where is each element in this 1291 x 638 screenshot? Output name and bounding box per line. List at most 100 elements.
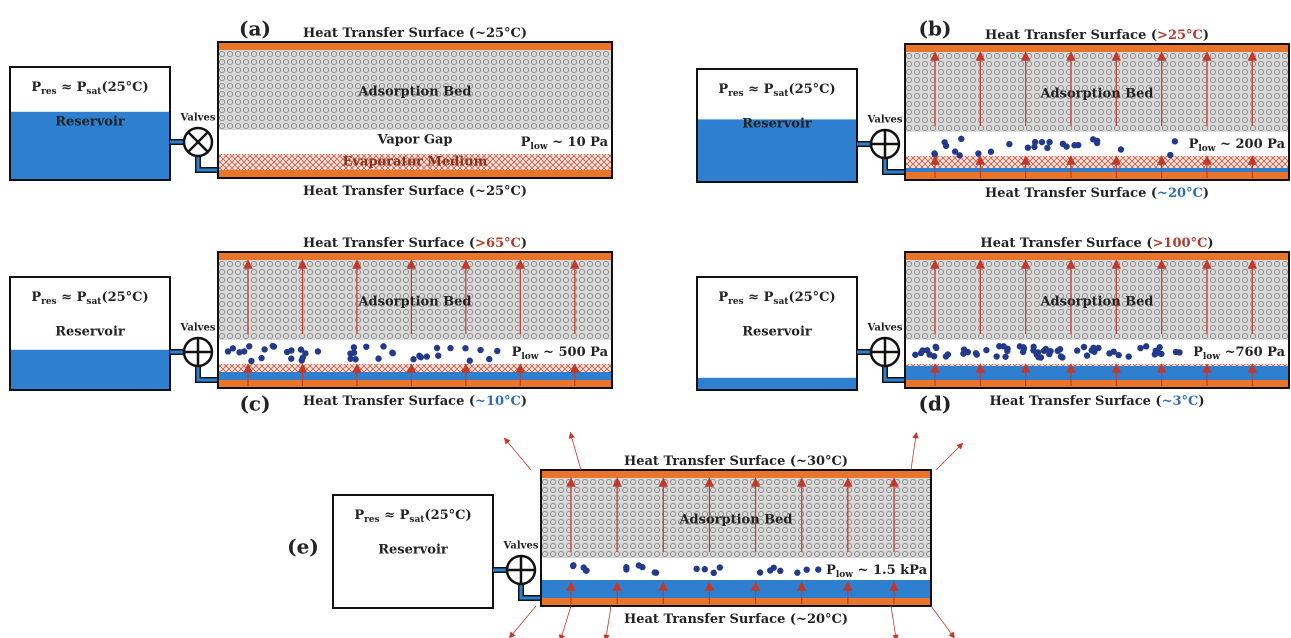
- reservoir-label: Reservoir: [742, 117, 812, 132]
- bottom-surface-label-part: ~20°C: [796, 612, 842, 627]
- reservoir-pressure-part: sat: [409, 515, 425, 525]
- bottom-surface: [218, 380, 612, 388]
- reservoir-pressure-part: res: [41, 297, 57, 307]
- heat-out-arrow: [931, 606, 953, 636]
- vapor-molecule: [623, 566, 629, 572]
- bed-label: Adsorption Bed: [1039, 295, 1153, 310]
- vapor-molecule: [1126, 353, 1132, 359]
- vapor-molecule: [447, 345, 453, 351]
- vapor-molecule: [1030, 344, 1036, 350]
- reservoir-pressure-part: (25°C): [101, 80, 148, 95]
- panel: Pres ≈ Psat(25°C)ReservoirValvesAdsorpti…: [10, 236, 612, 416]
- vapor-molecule: [1035, 349, 1041, 355]
- top-surface-label-part: ): [1207, 236, 1213, 251]
- reservoir-pressure-part: res: [364, 515, 380, 525]
- vapor-molecule: [983, 347, 989, 353]
- reservoir-pressure-part: P: [31, 80, 41, 95]
- vapor-molecule: [1032, 139, 1038, 145]
- low-pressure-part: P: [521, 135, 531, 150]
- vapor-molecule: [757, 569, 763, 575]
- low-pressure-part: low: [836, 570, 853, 580]
- low-pressure-part: P: [1193, 345, 1203, 360]
- vapor-molecule: [952, 148, 958, 154]
- vapor-molecule: [1081, 344, 1087, 350]
- heat-out-arrow: [936, 445, 961, 470]
- reservoir-label: Reservoir: [378, 543, 448, 558]
- bottom-surface-label-part: Heat Transfer Surface (: [303, 184, 475, 199]
- reservoir-pressure-part: sat: [86, 87, 102, 97]
- reservoir-label: Reservoir: [55, 115, 125, 130]
- vapor-molecule: [494, 348, 500, 354]
- vapor-molecule: [933, 345, 939, 351]
- valves-label: Valves: [180, 113, 216, 124]
- vapor-molecule: [246, 343, 252, 349]
- bottom-surface-label-part: ~10°C: [475, 394, 521, 409]
- vapor-molecule: [1025, 144, 1031, 150]
- top-surface-label: Heat Transfer Surface (>65°C): [303, 236, 527, 251]
- bottom-surface-label: Heat Transfer Surface (~25°C): [303, 184, 527, 199]
- top-surface-label-part: ): [1203, 28, 1209, 43]
- vapor-molecule: [960, 350, 966, 356]
- vapor-molecule: [248, 358, 254, 364]
- bottom-surface-label-part: ): [521, 394, 527, 409]
- reservoir-pressure-part: P: [718, 82, 728, 97]
- bottom-surface-label-part: Heat Transfer Surface (: [989, 394, 1161, 409]
- vapor-molecule: [1017, 343, 1023, 349]
- vapor-molecule: [261, 346, 267, 352]
- vapor-molecule: [717, 564, 723, 570]
- vapor-molecule: [380, 343, 386, 349]
- panel-label: (b): [919, 17, 952, 41]
- reservoir-pressure-part: res: [728, 297, 744, 307]
- reservoir-pressure-part: ≈ P: [744, 82, 774, 97]
- vapor-molecule: [302, 350, 308, 356]
- vapor-molecule: [375, 355, 381, 361]
- heat-out-arrow: [891, 606, 896, 638]
- vapor-molecule: [1004, 345, 1010, 351]
- top-surface-label-part: >25°C: [1157, 28, 1203, 43]
- vapor-molecule: [315, 348, 321, 354]
- vapor-molecule: [258, 355, 264, 361]
- vapor-molecule: [462, 345, 468, 351]
- bottom-surface: [905, 172, 1289, 180]
- low-pressure-part: low: [1198, 144, 1215, 154]
- vapor-molecule: [1074, 347, 1080, 353]
- reservoir-label: Reservoir: [55, 325, 125, 340]
- vapor-molecule: [1167, 152, 1173, 158]
- reservoir-pressure-part: res: [728, 89, 744, 99]
- vapor-molecule: [815, 566, 821, 572]
- vapor-molecule: [1060, 141, 1066, 147]
- bottom-surface-label-part: Heat Transfer Surface (: [303, 394, 475, 409]
- vapor-molecule: [943, 143, 949, 149]
- bottom-surface-label: Heat Transfer Surface (~20°C): [985, 186, 1209, 201]
- vapor-molecule: [270, 343, 276, 349]
- top-surface-label: Heat Transfer Surface (>25°C): [985, 28, 1209, 43]
- reservoir-pressure-part: (25°C): [424, 508, 471, 523]
- bottom-surface-label: Heat Transfer Surface (~10°C): [303, 394, 527, 409]
- bottom-surface-label-part: ): [521, 184, 527, 199]
- heat-out-arrow: [506, 440, 531, 470]
- reservoir-pressure-part: ≈ P: [57, 80, 87, 95]
- vapor-molecule: [1143, 343, 1149, 349]
- bottom-surface-label-part: ): [1203, 186, 1209, 201]
- reservoir-pressure-part: sat: [86, 297, 102, 307]
- vapor-molecule: [288, 347, 294, 353]
- vapor-molecule: [926, 351, 932, 357]
- low-pressure-part: ~ 10 Pa: [548, 135, 609, 150]
- liquid-layer: [905, 168, 1289, 172]
- bottom-surface-label-part: ): [842, 612, 848, 627]
- reservoir-pressure-part: (25°C): [788, 82, 835, 97]
- vapor-molecule: [975, 150, 981, 156]
- vapor-molecule: [803, 566, 809, 572]
- reservoir-pressure-part: (25°C): [101, 290, 148, 305]
- vapor-molecule: [1057, 346, 1063, 352]
- low-pressure-part: low: [530, 142, 547, 152]
- vapor-molecule: [652, 569, 658, 575]
- vapor-molecule: [912, 352, 918, 358]
- vapor-molecule: [1156, 344, 1162, 350]
- liquid-layer: [218, 372, 612, 380]
- panel-label: (d): [919, 392, 952, 416]
- vapor-molecule: [702, 566, 708, 572]
- reservoir-pressure-part: res: [41, 87, 57, 97]
- bed-label: Adsorption Bed: [1039, 87, 1153, 102]
